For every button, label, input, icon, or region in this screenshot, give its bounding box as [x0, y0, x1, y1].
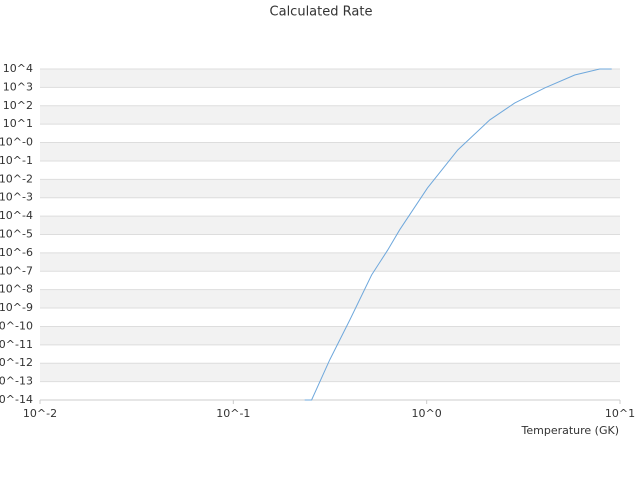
- y-tick-label: 10^2: [3, 99, 33, 112]
- grid-band: [40, 216, 620, 235]
- y-tick-label: 10^-6: [0, 246, 33, 259]
- grid-band: [40, 252, 620, 272]
- y-tick-label: 10^1: [3, 117, 33, 130]
- y-tick-label: 10^-5: [0, 228, 33, 241]
- y-tick-label: 10^-13: [0, 375, 33, 388]
- y-tick-label: 10^4: [3, 62, 33, 75]
- y-tick-label: 10^-9: [0, 301, 33, 314]
- grid-band: [40, 363, 620, 382]
- data-line: [304, 68, 612, 401]
- chart-title: Calculated Rate: [270, 5, 373, 20]
- y-tick-label: 10^-1: [0, 154, 33, 167]
- y-tick-label: 10^-3: [0, 191, 33, 204]
- y-tick-label: 10^-14: [0, 393, 33, 406]
- x-tick-label: 10^0: [412, 407, 442, 420]
- x-axis-label: Temperature (GK): [521, 424, 620, 437]
- x-tick-label: 10^-2: [23, 407, 57, 420]
- grid-band: [40, 69, 620, 88]
- x-tick-label: 10^1: [605, 407, 635, 420]
- y-tick-label: 10^-10: [0, 319, 33, 332]
- grid-band: [40, 142, 620, 161]
- y-tick-label: 10^3: [3, 80, 33, 93]
- grid-band: [40, 179, 620, 198]
- x-tick-label: 10^-1: [216, 407, 250, 420]
- y-tick-label: 10^-12: [0, 356, 33, 369]
- y-tick-label: 10^-0: [0, 136, 33, 149]
- y-tick-label: 10^-11: [0, 338, 33, 351]
- y-tick-label: 10^-2: [0, 172, 33, 185]
- grid-band: [40, 105, 620, 125]
- y-tick-label: 10^-8: [0, 283, 33, 296]
- grid-band: [40, 289, 620, 309]
- y-tick-label: 10^-7: [0, 264, 33, 277]
- y-tick-label: 10^-4: [0, 209, 33, 222]
- grid-band: [40, 326, 620, 345]
